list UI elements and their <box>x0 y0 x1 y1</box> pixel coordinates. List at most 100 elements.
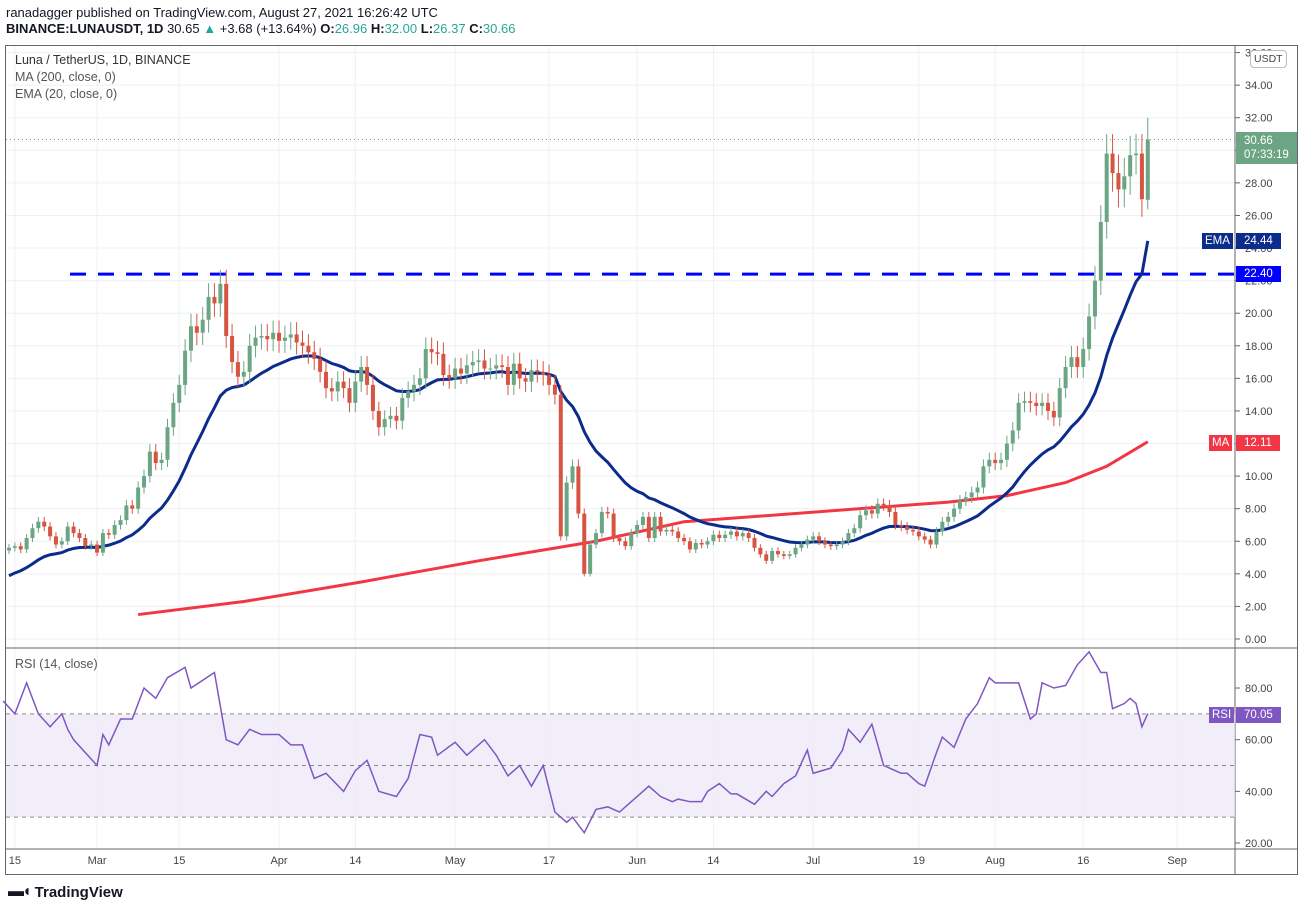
candle-body <box>359 366 364 382</box>
candle-body <box>1069 357 1074 367</box>
candle-body <box>130 505 135 509</box>
candle-body <box>406 391 411 398</box>
candle-body <box>147 451 152 477</box>
candle-body <box>341 381 346 389</box>
candle-body <box>353 381 358 403</box>
price-change: +3.68 (+13.64%) <box>219 21 317 36</box>
candle-body <box>946 516 951 522</box>
rsi-legend[interactable]: RSI (14, close) <box>15 657 98 671</box>
high-value: 32.00 <box>384 21 418 36</box>
ema-tag-value: 24.44 <box>1236 233 1281 249</box>
candle-body <box>893 511 898 525</box>
candle-body <box>952 508 957 517</box>
candle-body <box>846 533 851 542</box>
candle-body <box>1057 388 1062 418</box>
ema-tag-label: EMA <box>1202 233 1233 249</box>
time-tick-label: Aug <box>985 855 1005 867</box>
candle-body <box>1075 357 1080 367</box>
candle-body <box>159 459 164 464</box>
candle-body <box>764 554 769 561</box>
candle-body <box>18 546 23 550</box>
candle-body <box>670 529 675 532</box>
time-tick-label: May <box>445 855 466 867</box>
currency-label[interactable]: USDT <box>1250 50 1287 68</box>
candle-body <box>640 516 645 525</box>
ema-legend[interactable]: EMA (20, close, 0) <box>15 87 118 101</box>
time-tick-label: 14 <box>349 855 361 867</box>
candle-body <box>441 353 446 376</box>
candle-body <box>335 381 340 392</box>
candle-body <box>781 554 786 556</box>
candle-body <box>71 526 76 534</box>
candle-body <box>136 487 141 509</box>
candle-body <box>1010 430 1015 444</box>
candle-body <box>775 551 780 555</box>
ma-tag-value: 12.11 <box>1236 435 1280 451</box>
tradingview-logo[interactable]: ▬◖ TradingView <box>8 883 123 901</box>
candle-body <box>100 533 105 553</box>
candle-body <box>1081 349 1086 367</box>
candle-body <box>858 515 863 529</box>
candle-body <box>318 358 323 372</box>
candle-body <box>347 388 352 403</box>
candle-body <box>382 419 387 428</box>
candle-body <box>458 368 463 374</box>
candle-body <box>488 368 493 370</box>
candle-body <box>928 539 933 545</box>
candle-body <box>576 466 581 514</box>
candle-body <box>623 541 628 547</box>
rsi-tag-label: RSI <box>1209 707 1235 723</box>
high-label: H: <box>370 21 385 36</box>
candle-body <box>922 536 927 540</box>
open-label: O: <box>320 21 335 36</box>
candle-body <box>500 365 505 367</box>
candle-body <box>282 337 287 341</box>
candle-body <box>24 538 29 550</box>
close-value: 30.66 <box>482 21 516 36</box>
ma-tag-label: MA <box>1209 435 1233 451</box>
candle-body <box>177 384 182 403</box>
candle-body <box>664 529 669 532</box>
candle-body <box>464 365 469 374</box>
time-tick-label: 15 <box>9 855 21 867</box>
candle-body <box>7 547 11 551</box>
candle-body <box>89 544 94 547</box>
brand-name: TradingView <box>34 883 123 901</box>
candle-body <box>793 547 798 555</box>
candle-body <box>705 541 710 545</box>
candle-body <box>435 352 440 354</box>
candle-body <box>412 384 417 392</box>
candle-body <box>875 503 880 514</box>
candle-body <box>142 476 147 488</box>
candle-body <box>864 510 869 516</box>
candle-body <box>447 375 452 379</box>
time-tick-label: Jul <box>806 855 820 867</box>
ma-legend[interactable]: MA (200, close, 0) <box>15 70 116 84</box>
candle-body <box>365 366 370 385</box>
candle-body <box>1122 176 1127 190</box>
chart-frame[interactable] <box>5 45 1298 875</box>
candle-body <box>881 503 886 506</box>
candle-body <box>611 513 616 539</box>
candle-body <box>259 336 264 338</box>
price-tick-label: 16.00 <box>1245 373 1273 385</box>
candle-body <box>253 337 258 346</box>
candle-body <box>277 332 282 341</box>
candle-body <box>869 510 874 514</box>
candle-body <box>1139 153 1144 200</box>
candle-body <box>294 334 299 343</box>
candle-body <box>787 554 792 556</box>
candle-body <box>834 544 839 547</box>
candle-body <box>693 542 698 550</box>
symbol: BINANCE:LUNAUSDT, 1D <box>6 21 164 36</box>
candle-body <box>564 482 569 537</box>
time-tick-label: Jun <box>628 855 646 867</box>
candle-body <box>112 524 117 535</box>
candle-body <box>740 533 745 537</box>
candle-body <box>470 362 475 366</box>
candle-body <box>370 384 375 411</box>
candle-body <box>230 336 235 363</box>
candle-body <box>224 283 229 337</box>
candle-body <box>676 531 681 539</box>
